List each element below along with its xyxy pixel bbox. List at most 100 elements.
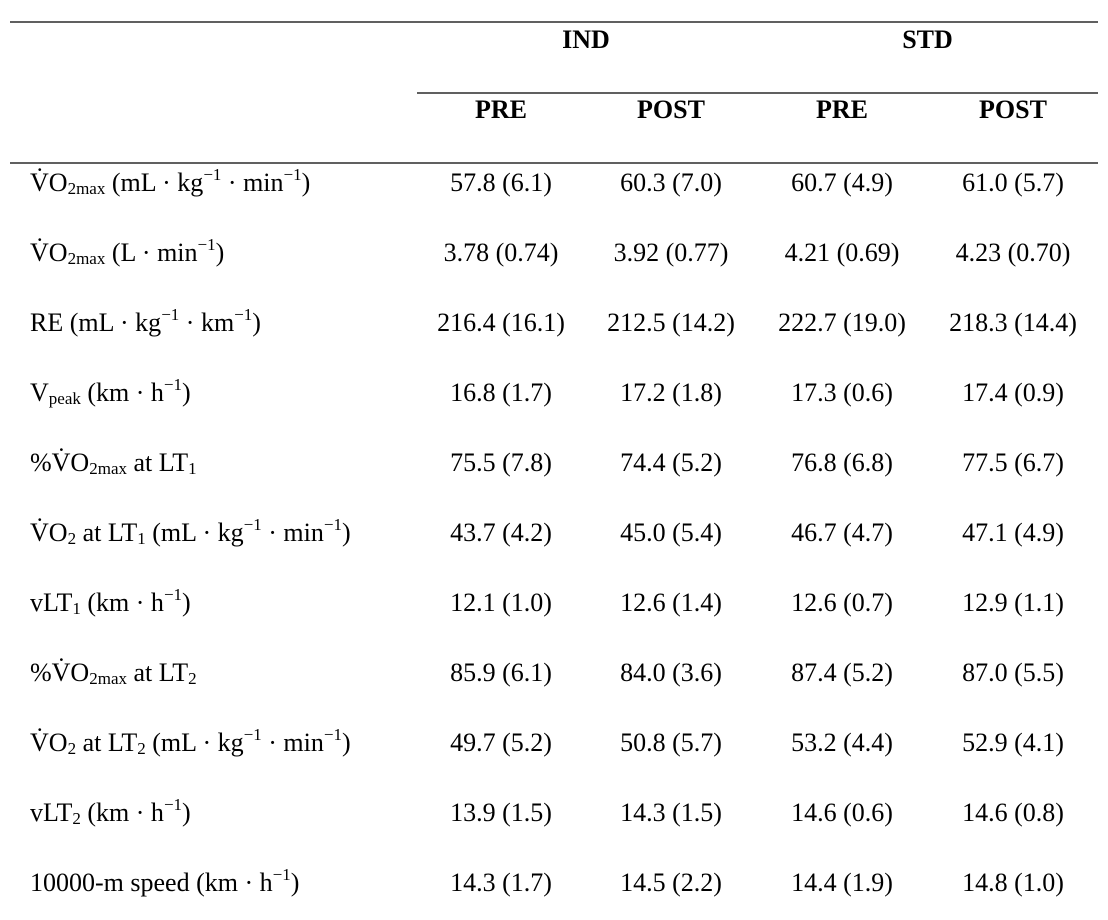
label-part: 1 — [72, 599, 81, 618]
cell-value: 212.5 (14.2) — [607, 308, 735, 337]
cell-value: 12.9 (1.1) — [962, 588, 1064, 617]
cell-value: 14.5 (2.2) — [620, 868, 722, 897]
cell-value: 3.92 (0.77) — [614, 238, 729, 267]
label-part: −1 — [198, 235, 216, 254]
label-part: V̇O — [30, 728, 68, 757]
label-part: 2max — [89, 459, 127, 478]
cell-value: 13.9 (1.5) — [450, 798, 552, 827]
cell-value: 75.5 (7.8) — [450, 448, 552, 477]
label-part: 1 — [188, 459, 197, 478]
row-label: vLT2 (km · h−1) — [30, 795, 191, 828]
label-part: −1 — [273, 865, 291, 884]
label-part: −1 — [284, 165, 302, 184]
cell-value: 76.8 (6.8) — [791, 448, 893, 477]
cell-value: 12.6 (1.4) — [620, 588, 722, 617]
cell-value: 53.2 (4.4) — [791, 728, 893, 757]
label-part: ) — [182, 588, 191, 617]
cell-value: 14.3 (1.7) — [450, 868, 552, 897]
column-header: POST — [979, 95, 1047, 124]
cell-value: 17.2 (1.8) — [620, 378, 722, 407]
row-label: vLT1 (km · h−1) — [30, 585, 191, 618]
label-part: 2max — [89, 669, 127, 688]
label-part: ) — [291, 868, 300, 897]
label-part: vLT — [30, 588, 72, 617]
cell-value: 85.9 (6.1) — [450, 658, 552, 687]
label-part: (mL · kg — [105, 168, 203, 197]
cell-value: 87.4 (5.2) — [791, 658, 893, 687]
row-label: 10000-m speed (km · h−1) — [30, 865, 299, 897]
label-part: ) — [216, 238, 225, 267]
cell-value: 12.6 (0.7) — [791, 588, 893, 617]
label-part: −1 — [164, 375, 182, 394]
label-part: (L · min — [105, 238, 197, 267]
cell-value: 14.3 (1.5) — [620, 798, 722, 827]
cell-value: 84.0 (3.6) — [620, 658, 722, 687]
cell-value: 4.21 (0.69) — [785, 238, 900, 267]
cell-value: 16.8 (1.7) — [450, 378, 552, 407]
label-part: −1 — [244, 725, 262, 744]
label-part: (km · h — [81, 588, 164, 617]
row-label: V̇O2 at LT1 (mL · kg−1 · min−1) — [30, 515, 351, 548]
cell-value: 14.4 (1.9) — [791, 868, 893, 897]
label-part: 2 — [68, 739, 77, 758]
label-part: · min — [262, 728, 324, 757]
row-label: V̇O2max (L · min−1) — [30, 235, 224, 268]
label-part: 2 — [188, 669, 197, 688]
cell-value: 14.6 (0.8) — [962, 798, 1064, 827]
cell-value: 222.7 (19.0) — [778, 308, 906, 337]
row-label: V̇O2max (mL · kg−1 · min−1) — [30, 165, 310, 198]
label-part: · min — [262, 518, 324, 547]
cell-value: 52.9 (4.1) — [962, 728, 1064, 757]
label-part: −1 — [164, 795, 182, 814]
label-part: −1 — [244, 515, 262, 534]
cell-value: 17.4 (0.9) — [962, 378, 1064, 407]
column-header: PRE — [816, 95, 868, 124]
cell-value: 61.0 (5.7) — [962, 168, 1064, 197]
label-part: V̇O — [30, 168, 68, 197]
cell-value: 49.7 (5.2) — [450, 728, 552, 757]
group-header: STD — [902, 25, 953, 54]
row-label: %V̇O2max at LT1 — [30, 448, 197, 478]
label-part: (km · h — [81, 798, 164, 827]
cell-value: 43.7 (4.2) — [450, 518, 552, 547]
label-part: 2 — [137, 739, 146, 758]
label-part: V — [30, 378, 49, 407]
label-part: 2 — [68, 529, 77, 548]
label-part: · km — [179, 308, 234, 337]
label-part: −1 — [161, 305, 179, 324]
label-part: ) — [182, 378, 191, 407]
label-part: (mL · kg — [146, 728, 244, 757]
cell-value: 87.0 (5.5) — [962, 658, 1064, 687]
label-part: 2max — [68, 249, 106, 268]
label-part: vLT — [30, 798, 72, 827]
column-header: POST — [637, 95, 705, 124]
label-part: RE (mL · kg — [30, 308, 161, 337]
label-part: 2max — [68, 179, 106, 198]
label-part: (mL · kg — [146, 518, 244, 547]
label-part: ) — [342, 518, 351, 547]
cell-value: 14.8 (1.0) — [962, 868, 1064, 897]
label-part: −1 — [324, 725, 342, 744]
cell-value: 3.78 (0.74) — [444, 238, 559, 267]
label-part: 1 — [137, 529, 146, 548]
cell-value: 60.3 (7.0) — [620, 168, 722, 197]
row-label: Vpeak (km · h−1) — [30, 375, 191, 408]
label-part: %V̇O — [30, 658, 89, 687]
label-part: %V̇O — [30, 448, 89, 477]
cell-value: 47.1 (4.9) — [962, 518, 1064, 547]
cell-value: 60.7 (4.9) — [791, 168, 893, 197]
label-part: peak — [49, 389, 82, 408]
label-part: ) — [302, 168, 311, 197]
label-part: at LT — [127, 448, 188, 477]
label-part: (km · h — [81, 378, 164, 407]
cell-value: 57.8 (6.1) — [450, 168, 552, 197]
cell-value: 46.7 (4.7) — [791, 518, 893, 547]
cell-value: 14.6 (0.6) — [791, 798, 893, 827]
column-header: PRE — [475, 95, 527, 124]
label-part: at LT — [76, 728, 137, 757]
label-part: ) — [182, 798, 191, 827]
row-label: V̇O2 at LT2 (mL · kg−1 · min−1) — [30, 725, 351, 758]
row-label: %V̇O2max at LT2 — [30, 658, 197, 688]
label-part: at LT — [127, 658, 188, 687]
label-part: −1 — [164, 585, 182, 604]
